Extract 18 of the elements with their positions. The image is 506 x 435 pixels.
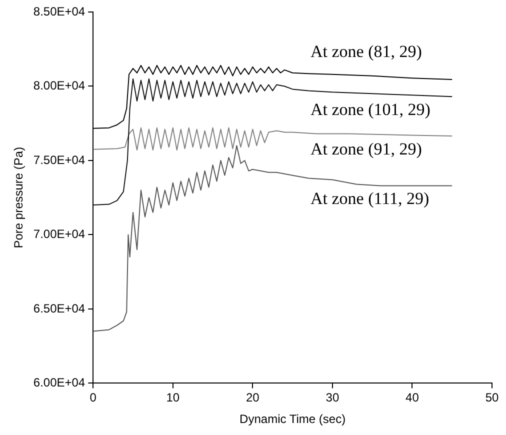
annotation: At zone (91, 29) xyxy=(310,139,422,158)
x-tick-label: 50 xyxy=(485,390,499,405)
y-tick-label: 7.50E+04 xyxy=(33,152,86,167)
y-tick-label: 8.00E+04 xyxy=(33,78,86,93)
annotation: At zone (101, 29) xyxy=(310,100,430,120)
y-tick-label: 7.00E+04 xyxy=(33,227,86,242)
y-tick-label: 6.00E+04 xyxy=(33,376,86,390)
x-axis-title: Dynamic Time (sec) xyxy=(240,412,346,426)
x-tick-label: 0 xyxy=(90,390,97,405)
x-tick-label: 10 xyxy=(166,390,180,405)
x-tick-label: 40 xyxy=(406,390,420,405)
annotation: At zone (111, 29) xyxy=(310,189,430,208)
y-axis-title: Pore pressure (Pa) xyxy=(12,146,26,248)
annotation: At zone (81, 29) xyxy=(310,42,422,62)
y-tick-label: 8.50E+04 xyxy=(33,4,86,18)
x-tick-label: 30 xyxy=(326,390,340,405)
x-tick-label: 20 xyxy=(246,390,260,405)
y-tick-label: 6.50E+04 xyxy=(33,301,86,316)
